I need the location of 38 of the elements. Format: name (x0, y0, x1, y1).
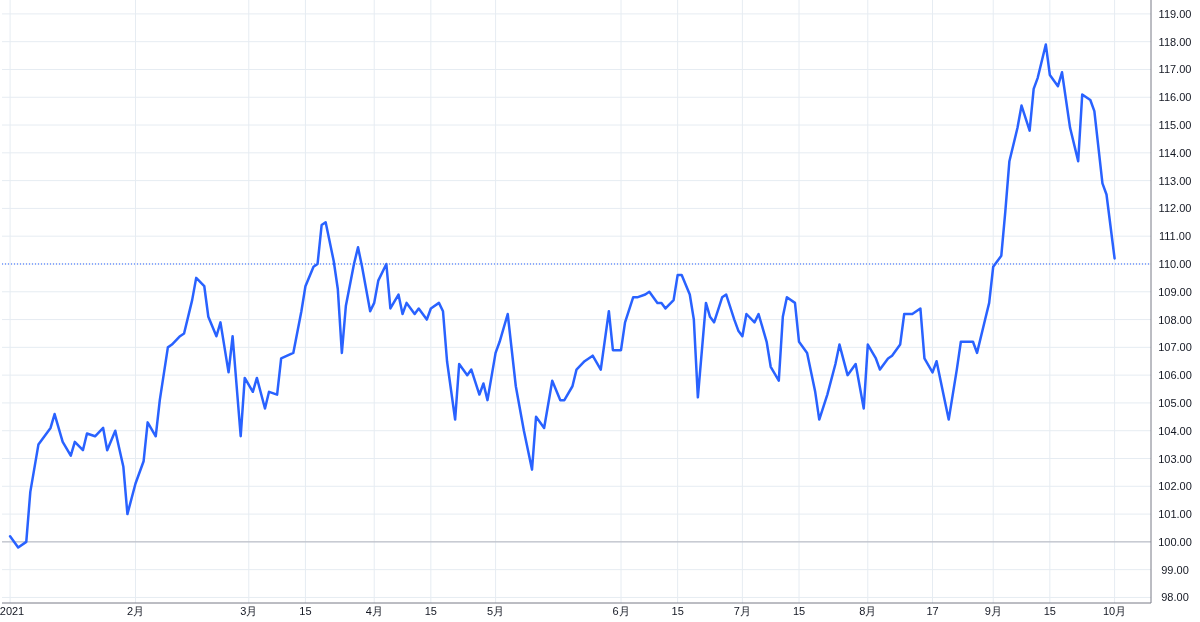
y-tick-label: 99.00 (1161, 563, 1189, 576)
x-tick-label: 3月 (240, 605, 258, 617)
y-tick-label: 119.00 (1158, 7, 1192, 20)
x-tick-label: 10月 (1102, 605, 1127, 617)
y-tick-label: 110.00 (1158, 257, 1192, 270)
y-tick-label: 114.00 (1158, 146, 1192, 159)
x-tick-label: 2月 (126, 605, 145, 617)
y-tick-label: 108.00 (1158, 313, 1192, 326)
x-tick-label: 7月 (733, 605, 751, 617)
x-tick-label: 5月 (487, 605, 505, 617)
x-tick-label: 17 (926, 605, 939, 617)
y-tick-label: 111.00 (1158, 230, 1192, 243)
y-tick-label: 98.00 (1161, 591, 1189, 604)
x-tick-label: 9月 (984, 605, 1002, 617)
y-tick-label: 112.00 (1158, 202, 1192, 215)
x-tick-label: 15 (792, 605, 806, 617)
y-tick-label: 115.00 (1158, 119, 1192, 132)
y-tick-label: 109.00 (1158, 285, 1192, 298)
x-tick-label: 15 (1043, 605, 1056, 617)
y-tick-label: 103.00 (1158, 452, 1192, 465)
x-tick-label: 15 (671, 605, 684, 617)
y-tick-label: 117.00 (1158, 63, 1192, 76)
y-tick-label: 118.00 (1158, 35, 1192, 48)
x-tick-label: 15 (424, 605, 437, 617)
x-tick-label: 6月 (612, 605, 630, 617)
y-tick-label: 105.00 (1158, 396, 1192, 409)
y-tick-label: 104.00 (1158, 424, 1192, 437)
x-tick-label: 15 (299, 605, 312, 617)
y-tick-label: 113.00 (1158, 174, 1192, 187)
y-tick-label: 101.00 (1158, 508, 1192, 521)
x-tick-label: 2021 (0, 605, 25, 617)
x-tick-label: 8月 (859, 605, 877, 617)
y-tick-label: 100.00 (1158, 535, 1192, 548)
y-tick-label: 106.00 (1158, 369, 1192, 382)
y-tick-label: 102.00 (1158, 480, 1192, 493)
y-tick-label: 116.00 (1158, 91, 1192, 104)
x-tick-label: 4月 (365, 605, 383, 617)
y-tick-label: 107.00 (1158, 341, 1192, 354)
